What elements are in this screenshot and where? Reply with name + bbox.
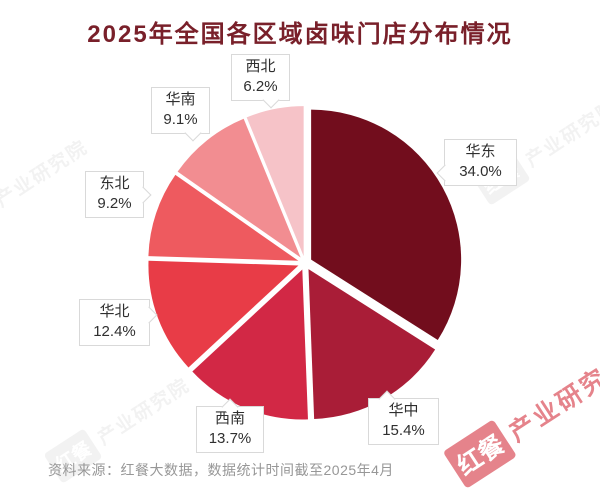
pie-label-name: 华东 xyxy=(465,143,496,160)
source-note: 资料来源：红餐大数据，数据统计时间截至2025年4月 xyxy=(48,462,394,478)
pie-label-name: 西南 xyxy=(214,410,245,427)
pie-label-value: 6.2% xyxy=(243,78,278,95)
pie-label-name: 西北 xyxy=(245,58,276,75)
pie-slice-huabei[interactable] xyxy=(148,260,299,368)
pie-label-value: 9.2% xyxy=(97,195,132,212)
pie-label-xinan: 西南 13.7% xyxy=(196,398,264,453)
pie-slice-huadong[interactable] xyxy=(311,109,462,340)
pie-slice-xibei[interactable] xyxy=(246,106,304,257)
pie-slice-huanan[interactable] xyxy=(177,118,301,258)
pie-label-huazhong: 华中 15.4% xyxy=(368,390,439,445)
pie-label-value: 34.0% xyxy=(459,163,502,180)
pie-label-huanan: 华南 9.1% xyxy=(151,87,210,142)
pie-label-dongbei: 东北 9.2% xyxy=(85,171,152,218)
pie-label-name: 华北 xyxy=(99,303,130,320)
pie-label-huadong: 华东 34.0% xyxy=(436,139,517,186)
pie-label-xibei: 西北 6.2% xyxy=(231,54,290,109)
pie-label-name: 东北 xyxy=(99,175,130,192)
pie-label-value: 13.7% xyxy=(208,430,252,447)
pie-label-value: 9.1% xyxy=(163,111,198,128)
chart-title: 2025年全国各区域卤味门店分布情况 xyxy=(87,21,513,48)
pie-label-value: 12.4% xyxy=(93,323,136,340)
pie-label-huabei: 华北 12.4% xyxy=(79,299,158,346)
pie-label-name: 华中 xyxy=(388,402,419,419)
pie-label-value: 15.4% xyxy=(382,422,425,439)
pie-label-name: 华南 xyxy=(165,91,196,108)
pie-slice-huazhong[interactable] xyxy=(308,269,436,419)
pie-slice-xinan[interactable] xyxy=(192,269,308,420)
pie-slice-dongbei[interactable] xyxy=(148,174,299,261)
